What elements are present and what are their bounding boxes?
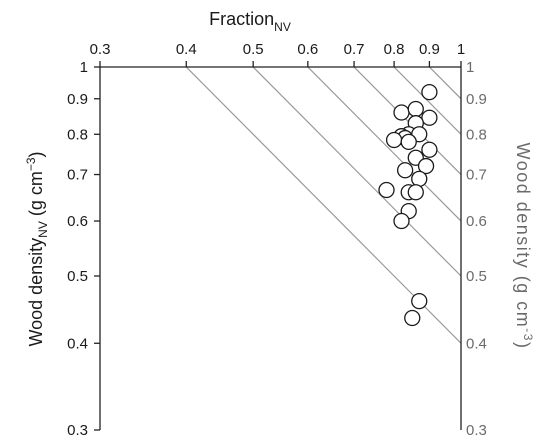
- plot-frame: [99, 66, 462, 430]
- isoline-0.4: [185, 67, 461, 344]
- y-tick-label: 1: [80, 59, 88, 76]
- data-point: [385, 131, 403, 149]
- data-points: [378, 83, 438, 327]
- y-tick-label: 0.9: [67, 91, 88, 108]
- right-tick-label: 0.3: [466, 422, 487, 439]
- isoline-0.8: [393, 67, 461, 135]
- data-point: [417, 157, 435, 175]
- data-point: [421, 141, 438, 158]
- data-point: [396, 162, 414, 179]
- x-tick-label: 0.9: [419, 41, 440, 58]
- y-tick-label: 0.3: [67, 422, 88, 439]
- right-tick-label: 1: [466, 59, 474, 76]
- right-tick-label: 0.4: [466, 335, 487, 352]
- right-tick-label: 0.8: [466, 126, 487, 143]
- right-axis-ticks: 1 0.9 0.8 0.7 0.6 0.5 0.4 0.3: [466, 59, 487, 439]
- data-point: [421, 109, 438, 126]
- data-point: [421, 83, 438, 101]
- y-axis-title: Wood densityNV (g cm−3): [24, 151, 50, 346]
- x-tick-label: 0.5: [243, 41, 264, 58]
- data-point: [407, 100, 424, 118]
- x-tick-label: 0.3: [90, 41, 111, 58]
- right-tick-label: 0.5: [466, 268, 487, 285]
- x-tick-label: 1: [457, 41, 465, 58]
- right-tick-label: 0.9: [466, 91, 487, 108]
- x-tick-label: 0.7: [344, 41, 365, 58]
- isoline-0.6: [306, 67, 461, 222]
- y-tick-label: 0.5: [67, 268, 88, 285]
- x-tick-label: 0.6: [297, 41, 318, 58]
- data-point: [407, 184, 424, 201]
- data-point: [378, 181, 395, 199]
- x-tick-label: 0.4: [176, 41, 197, 58]
- y-tick-label: 0.7: [67, 167, 88, 184]
- isoline-0.9: [428, 67, 461, 100]
- data-point: [411, 292, 428, 310]
- right-axis-title: Wood density (g cm-3): [513, 143, 535, 350]
- right-tick-label: 0.7: [466, 167, 487, 184]
- data-point: [404, 309, 421, 327]
- x-tick-label: 0.8: [384, 41, 405, 58]
- y-tick-label: 0.6: [67, 213, 88, 230]
- y-axis-ticks: 0.3 0.4 0.5 0.6 0.7 0.8 0.9 1: [67, 59, 100, 439]
- y-tick-label: 0.8: [67, 126, 88, 143]
- data-point: [411, 170, 428, 188]
- data-point: [393, 104, 410, 121]
- x-axis-ticks: 0.3 0.4 0.5 0.6 0.7 0.8 0.9 1: [90, 41, 465, 67]
- x-axis-title: FractionNV: [209, 9, 291, 34]
- data-point: [400, 133, 417, 151]
- right-tick-label: 0.6: [466, 213, 487, 230]
- data-point: [393, 212, 410, 230]
- y-tick-label: 0.4: [67, 335, 88, 352]
